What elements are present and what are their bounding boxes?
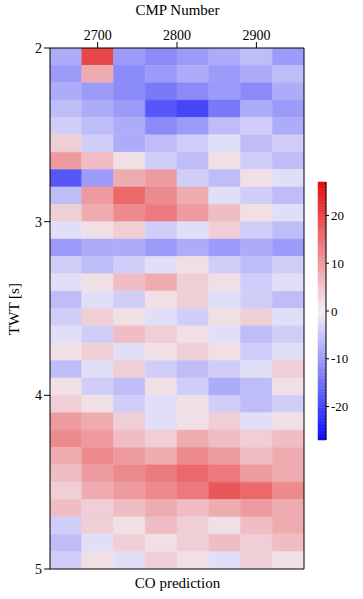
svg-text:2900: 2900 [242,28,270,43]
svg-text:0: 0 [331,304,338,319]
html-text:TWT [s]: TWT [s] [5,283,22,335]
svg-text:20: 20 [331,208,344,223]
svg-text:10: 10 [331,256,344,271]
svg-text:2800: 2800 [163,28,191,43]
svg-text:-20: -20 [331,399,348,414]
html-text:CO prediction: CO prediction [134,575,221,591]
svg-text:2: 2 [35,41,42,56]
svg-text:4: 4 [35,388,42,403]
html-text:CMP Number: CMP Number [135,2,220,18]
svg-text:5: 5 [35,562,42,577]
svg-text:3: 3 [35,215,42,230]
svg-text:2700: 2700 [84,28,112,43]
svg-text:-10: -10 [331,351,348,366]
